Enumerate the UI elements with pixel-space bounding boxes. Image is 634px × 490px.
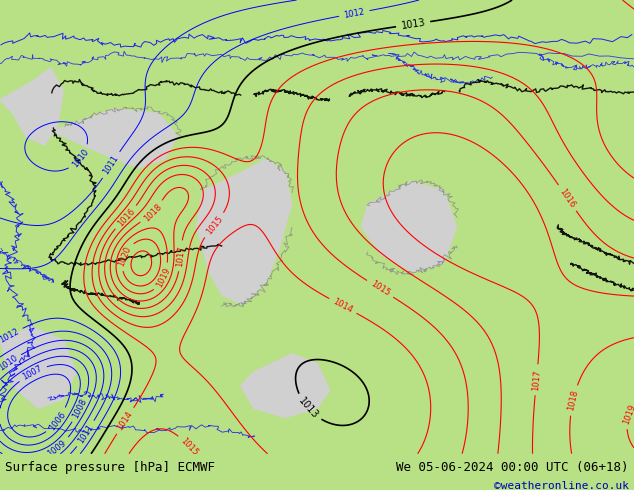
Polygon shape xyxy=(0,68,63,145)
Text: 1006: 1006 xyxy=(47,410,67,432)
Polygon shape xyxy=(0,327,76,408)
Polygon shape xyxy=(197,159,292,304)
Text: 1019: 1019 xyxy=(155,266,172,289)
Text: 1016: 1016 xyxy=(115,206,136,228)
Polygon shape xyxy=(241,354,330,417)
Text: 1011: 1011 xyxy=(101,154,120,176)
Text: 1007: 1007 xyxy=(21,364,44,382)
Text: 1015: 1015 xyxy=(179,436,200,458)
Text: 1012: 1012 xyxy=(343,7,365,20)
Text: 1013: 1013 xyxy=(400,17,426,31)
Text: ©weatheronline.co.uk: ©weatheronline.co.uk xyxy=(494,481,629,490)
Text: 1014: 1014 xyxy=(332,297,354,315)
Text: 1008: 1008 xyxy=(71,397,89,420)
Text: 1020: 1020 xyxy=(116,245,133,267)
Text: 1014: 1014 xyxy=(115,410,134,432)
Text: 1010: 1010 xyxy=(0,353,19,373)
Text: 1011: 1011 xyxy=(76,422,95,445)
Polygon shape xyxy=(361,181,456,272)
Text: 1012: 1012 xyxy=(0,326,20,344)
Text: We 05-06-2024 00:00 UTC (06+18): We 05-06-2024 00:00 UTC (06+18) xyxy=(396,461,629,474)
Text: 1015: 1015 xyxy=(369,279,391,298)
Text: Surface pressure [hPa] ECMWF: Surface pressure [hPa] ECMWF xyxy=(5,461,215,474)
Text: 1010: 1010 xyxy=(70,147,91,169)
Text: 1015: 1015 xyxy=(204,214,224,236)
Text: 1009: 1009 xyxy=(46,438,68,458)
Text: 1018: 1018 xyxy=(142,202,164,223)
Polygon shape xyxy=(51,109,178,168)
Text: 1019: 1019 xyxy=(622,402,634,425)
Text: 1016: 1016 xyxy=(558,187,577,209)
Text: 1017: 1017 xyxy=(175,245,186,267)
Text: 1013: 1013 xyxy=(297,395,320,420)
Text: 1018: 1018 xyxy=(566,389,580,412)
Text: 1017: 1017 xyxy=(531,369,542,391)
